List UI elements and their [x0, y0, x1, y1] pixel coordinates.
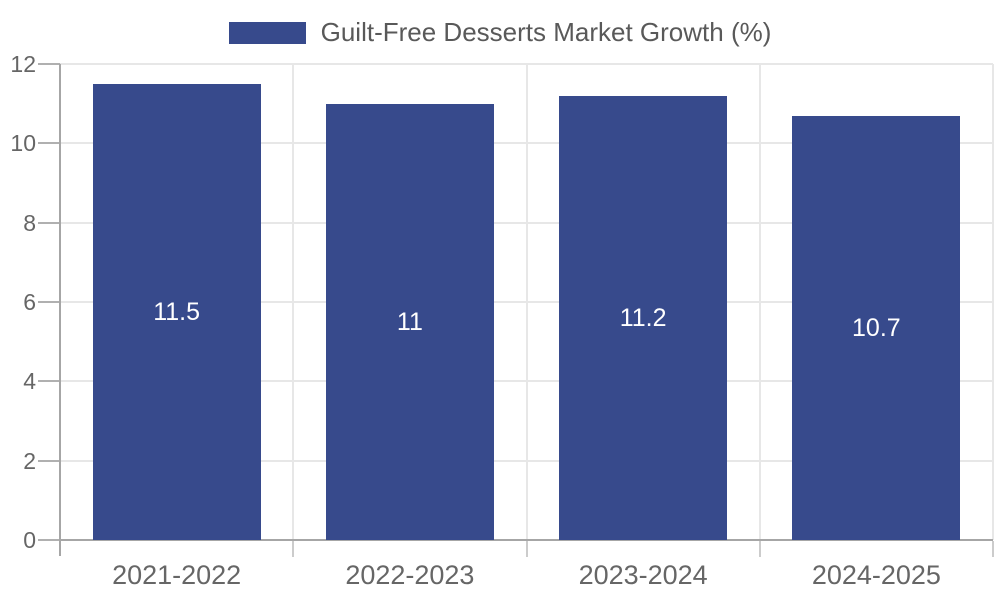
y-tick: [38, 539, 60, 541]
x-axis-line: [60, 539, 993, 541]
bar-value-label: 11.5: [153, 297, 201, 326]
bar-value-label: 11: [396, 307, 423, 336]
legend-swatch: [228, 21, 306, 44]
legend-label: Guilt-Free Desserts Market Growth (%): [320, 17, 772, 47]
y-tick-label: 10: [10, 130, 36, 157]
y-tick-label: 4: [23, 368, 36, 395]
legend: Guilt-Free Desserts Market Growth (%): [0, 17, 1000, 48]
x-tick: [292, 541, 295, 557]
x-tick-label: 2023-2024: [578, 560, 708, 590]
bar-2021-2022: [92, 83, 261, 540]
y-tick: [38, 380, 60, 383]
x-tick-label: 2022-2023: [345, 560, 475, 590]
x-tick-label: 2024-2025: [811, 560, 941, 590]
gridline-x: [758, 64, 761, 540]
y-tick-label: 6: [23, 289, 36, 315]
y-tick: [38, 459, 60, 462]
y-tick: [38, 142, 60, 145]
y-tick: [38, 221, 60, 224]
y-axis-line: [59, 64, 61, 556]
y-tick: [38, 301, 60, 303]
x-tick: [758, 541, 761, 557]
x-tick-label: 2021-2022: [112, 560, 242, 590]
y-tick-label: 8: [23, 209, 36, 236]
gridline-x: [292, 64, 295, 540]
y-tick-label: 12: [10, 51, 36, 77]
bar-2022-2023: [325, 103, 494, 540]
bar-2024-2025: [792, 115, 961, 540]
x-tick: [525, 541, 528, 557]
y-tick-label: 2: [23, 447, 36, 474]
y-tick-label: 0: [23, 527, 36, 553]
bar-2023-2024: [559, 95, 728, 540]
bar-value-label: 10.7: [852, 313, 901, 342]
bar-value-label: 11.2: [619, 303, 667, 332]
gridline-x: [525, 64, 528, 540]
y-tick: [38, 63, 60, 65]
x-tick: [992, 541, 994, 557]
gridline-x: [992, 64, 994, 540]
